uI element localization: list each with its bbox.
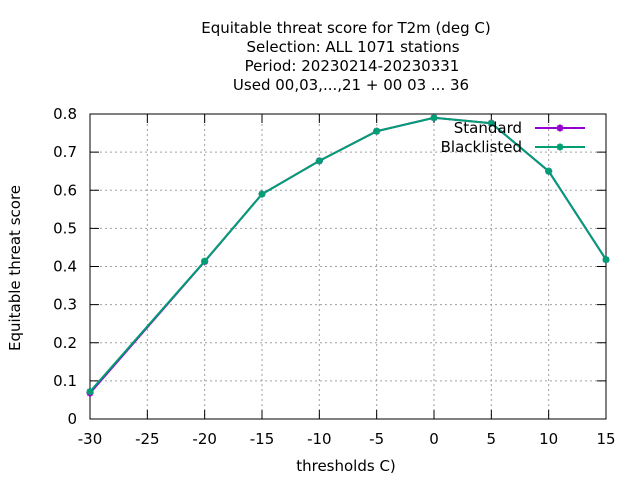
legend-marker-standard [556, 124, 564, 132]
y-tick-label: 0.8 [53, 105, 77, 123]
series-line-blacklisted [89, 116, 607, 393]
title-line-4: Used 00,03,...,21 + 00 03 ... 36 [233, 76, 469, 94]
data-point-blacklisted [201, 257, 209, 265]
x-axis-label: thresholds C) [296, 457, 396, 475]
x-tick-label: -25 [135, 430, 160, 448]
grid [90, 114, 606, 419]
series-line-standard [89, 116, 607, 394]
x-tick-label: -20 [192, 430, 217, 448]
legend-label-blacklisted: Blacklisted [441, 138, 522, 156]
data-point-blacklisted [487, 119, 495, 127]
y-tick-label: 0.6 [53, 181, 77, 199]
data-point-blacklisted [373, 127, 381, 135]
x-tick-label: -30 [78, 430, 103, 448]
y-tick-label: 0.2 [53, 334, 77, 352]
data-point-blacklisted [86, 388, 94, 396]
data-point-blacklisted [602, 256, 610, 264]
data-point-blacklisted [258, 190, 266, 198]
legend-marker-blacklisted [556, 143, 564, 151]
y-axis-label: Equitable threat score [6, 185, 24, 351]
x-tick-label: 15 [596, 430, 615, 448]
y-tick-label: 0.7 [53, 143, 77, 161]
x-tick-label: -10 [307, 430, 332, 448]
plot-border [89, 113, 607, 420]
x-tick-label: -15 [250, 430, 275, 448]
x-tick-label: 5 [487, 430, 497, 448]
y-tick-label: 0.1 [53, 372, 77, 390]
series-blacklisted [86, 114, 610, 396]
chart-title: Equitable threat score for T2m (deg C) S… [201, 19, 491, 94]
tick-labels: 0 0.1 0.2 0.3 0.4 0.5 0.6 0.7 0.8 -30 -25 -20 -15 -10… [53, 105, 615, 448]
axis-ticks [89, 113, 607, 420]
x-tick-label: 0 [429, 430, 439, 448]
title-line-1: Equitable threat score for T2m (deg C) [201, 19, 491, 37]
y-tick-label: 0.5 [53, 219, 77, 237]
series-layer [86, 114, 610, 397]
legend-label-standard: Standard [454, 119, 522, 137]
x-tick-label: 10 [539, 430, 558, 448]
data-point-blacklisted [545, 167, 553, 175]
title-line-3: Period: 20230214-20230331 [245, 57, 460, 75]
data-point-blacklisted [315, 157, 323, 165]
title-line-2: Selection: ALL 1071 stations [246, 38, 459, 56]
data-point-blacklisted [430, 114, 438, 122]
y-tick-label: 0.3 [53, 296, 77, 314]
y-tick-label: 0 [67, 410, 77, 428]
x-tick-label: -5 [369, 430, 384, 448]
y-tick-label: 0.4 [53, 258, 77, 276]
